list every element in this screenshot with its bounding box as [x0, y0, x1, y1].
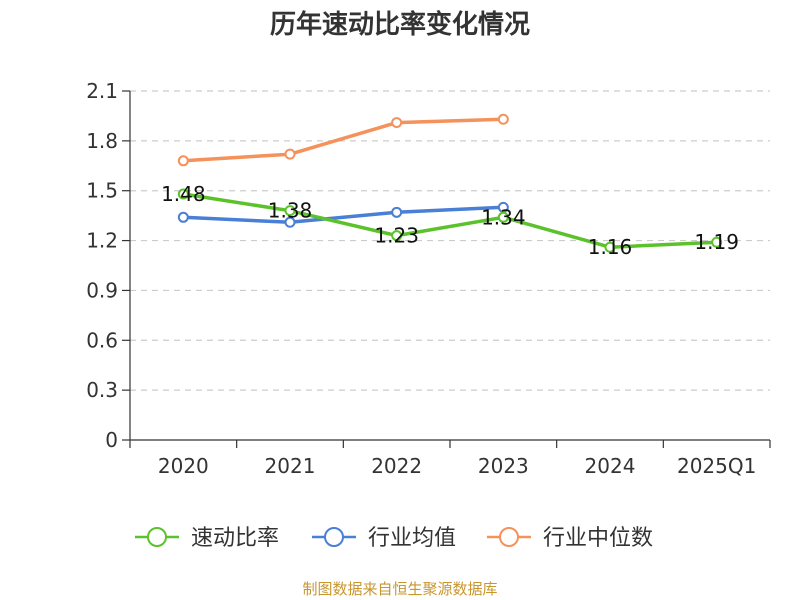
y-tick-label: 1.8: [86, 129, 118, 153]
y-tick-label: 0: [105, 428, 118, 452]
legend-label: 行业中位数: [543, 526, 653, 551]
x-tick-label: 2024: [585, 454, 636, 478]
axes: 0 0.3 0.6 0.9 1.2 1.5 1.8 2.1 2020 2021 2022 2023 20…: [86, 79, 771, 478]
y-tick-label: 0.3: [86, 378, 118, 402]
data-point[interactable]: [177, 188, 189, 200]
data-point[interactable]: [711, 236, 723, 248]
series-line-0: [181, 192, 719, 249]
data-label: 1.38: [268, 199, 313, 223]
grid-lines: [130, 90, 770, 391]
source-note: 制图数据来自恒生聚源数据库: [302, 580, 497, 598]
series-line-2: [181, 117, 506, 163]
data-point[interactable]: [497, 211, 509, 223]
x-tick-label: 2022: [371, 454, 422, 478]
legend-item-1[interactable]: 行业均值: [312, 526, 456, 551]
data-point[interactable]: [497, 113, 509, 125]
y-tick-label: 1.2: [86, 229, 118, 253]
y-tick-label: 0.6: [86, 328, 118, 352]
data-point[interactable]: [284, 205, 296, 217]
data-label: 1.16: [588, 235, 633, 259]
data-label: 1.19: [694, 230, 739, 254]
chart-title: 历年速动比率变化情况: [270, 9, 530, 40]
data-point[interactable]: [391, 230, 403, 242]
data-point[interactable]: [177, 211, 189, 223]
legend-swatch-marker: [147, 527, 167, 547]
data-point[interactable]: [177, 155, 189, 167]
data-point[interactable]: [284, 216, 296, 228]
data-point[interactable]: [604, 241, 616, 253]
x-tick-label: 2021: [265, 454, 316, 478]
y-tick-label: 0.9: [86, 278, 118, 302]
legend-swatch-marker: [499, 527, 519, 547]
legend-swatch-marker: [324, 527, 344, 547]
data-label: 1.23: [374, 224, 419, 248]
data-label: 1.48: [161, 182, 206, 206]
series-lines: [177, 113, 723, 253]
legend-item-2[interactable]: 行业中位数: [487, 526, 653, 551]
data-point[interactable]: [391, 117, 403, 129]
x-tick-label: 2025Q1: [677, 454, 756, 478]
y-tick-label: 2.1: [86, 79, 118, 103]
data-label: 1.34: [481, 205, 526, 229]
data-point[interactable]: [391, 206, 403, 218]
legend-label: 行业均值: [368, 526, 456, 551]
legend-label: 速动比率: [191, 526, 279, 551]
x-tick-label: 2023: [478, 454, 529, 478]
legend: 速动比率 行业均值 行业中位数: [135, 526, 653, 551]
data-labels: 1.48 1.38 1.23 1.34 1.16 1.19: [161, 182, 739, 259]
legend-item-0[interactable]: 速动比率: [135, 526, 279, 551]
x-tick-label: 2020: [158, 454, 209, 478]
data-point[interactable]: [284, 148, 296, 160]
y-tick-label: 1.5: [86, 179, 118, 203]
series-line-1: [181, 205, 506, 225]
